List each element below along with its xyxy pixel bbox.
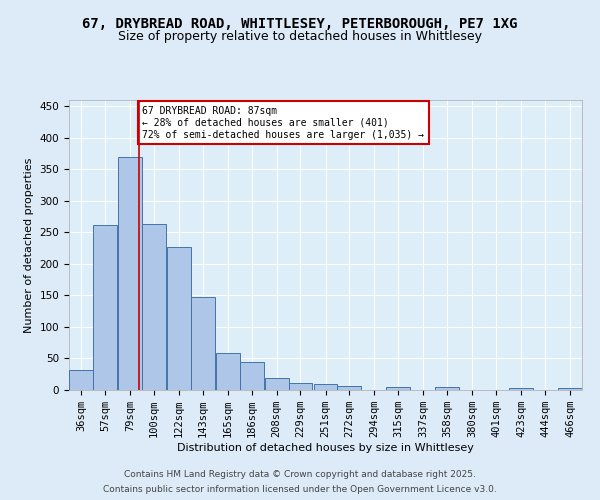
Bar [142,224,166,390]
Y-axis label: Number of detached properties: Number of detached properties [24,158,34,332]
Bar [93,225,117,390]
Text: 67, DRYBREAD ROAD, WHITTLESEY, PETERBOROUGH, PE7 1XG: 67, DRYBREAD ROAD, WHITTLESEY, PETERBORO… [82,18,518,32]
Bar [69,370,93,390]
Bar [191,296,215,390]
Bar [509,388,533,390]
X-axis label: Distribution of detached houses by size in Whittlesey: Distribution of detached houses by size … [177,443,474,453]
Bar [558,388,582,390]
Text: Size of property relative to detached houses in Whittlesey: Size of property relative to detached ho… [118,30,482,43]
Bar [118,156,142,390]
Bar [435,388,459,390]
Text: Contains public sector information licensed under the Open Government Licence v3: Contains public sector information licen… [103,485,497,494]
Bar [265,378,289,390]
Text: Contains HM Land Registry data © Crown copyright and database right 2025.: Contains HM Land Registry data © Crown c… [124,470,476,479]
Bar [167,247,191,390]
Bar [386,387,410,390]
Bar [239,362,263,390]
Bar [216,354,239,390]
Bar [337,386,361,390]
Text: 67 DRYBREAD ROAD: 87sqm
← 28% of detached houses are smaller (401)
72% of semi-d: 67 DRYBREAD ROAD: 87sqm ← 28% of detache… [142,106,424,140]
Bar [314,384,337,390]
Bar [289,383,313,390]
